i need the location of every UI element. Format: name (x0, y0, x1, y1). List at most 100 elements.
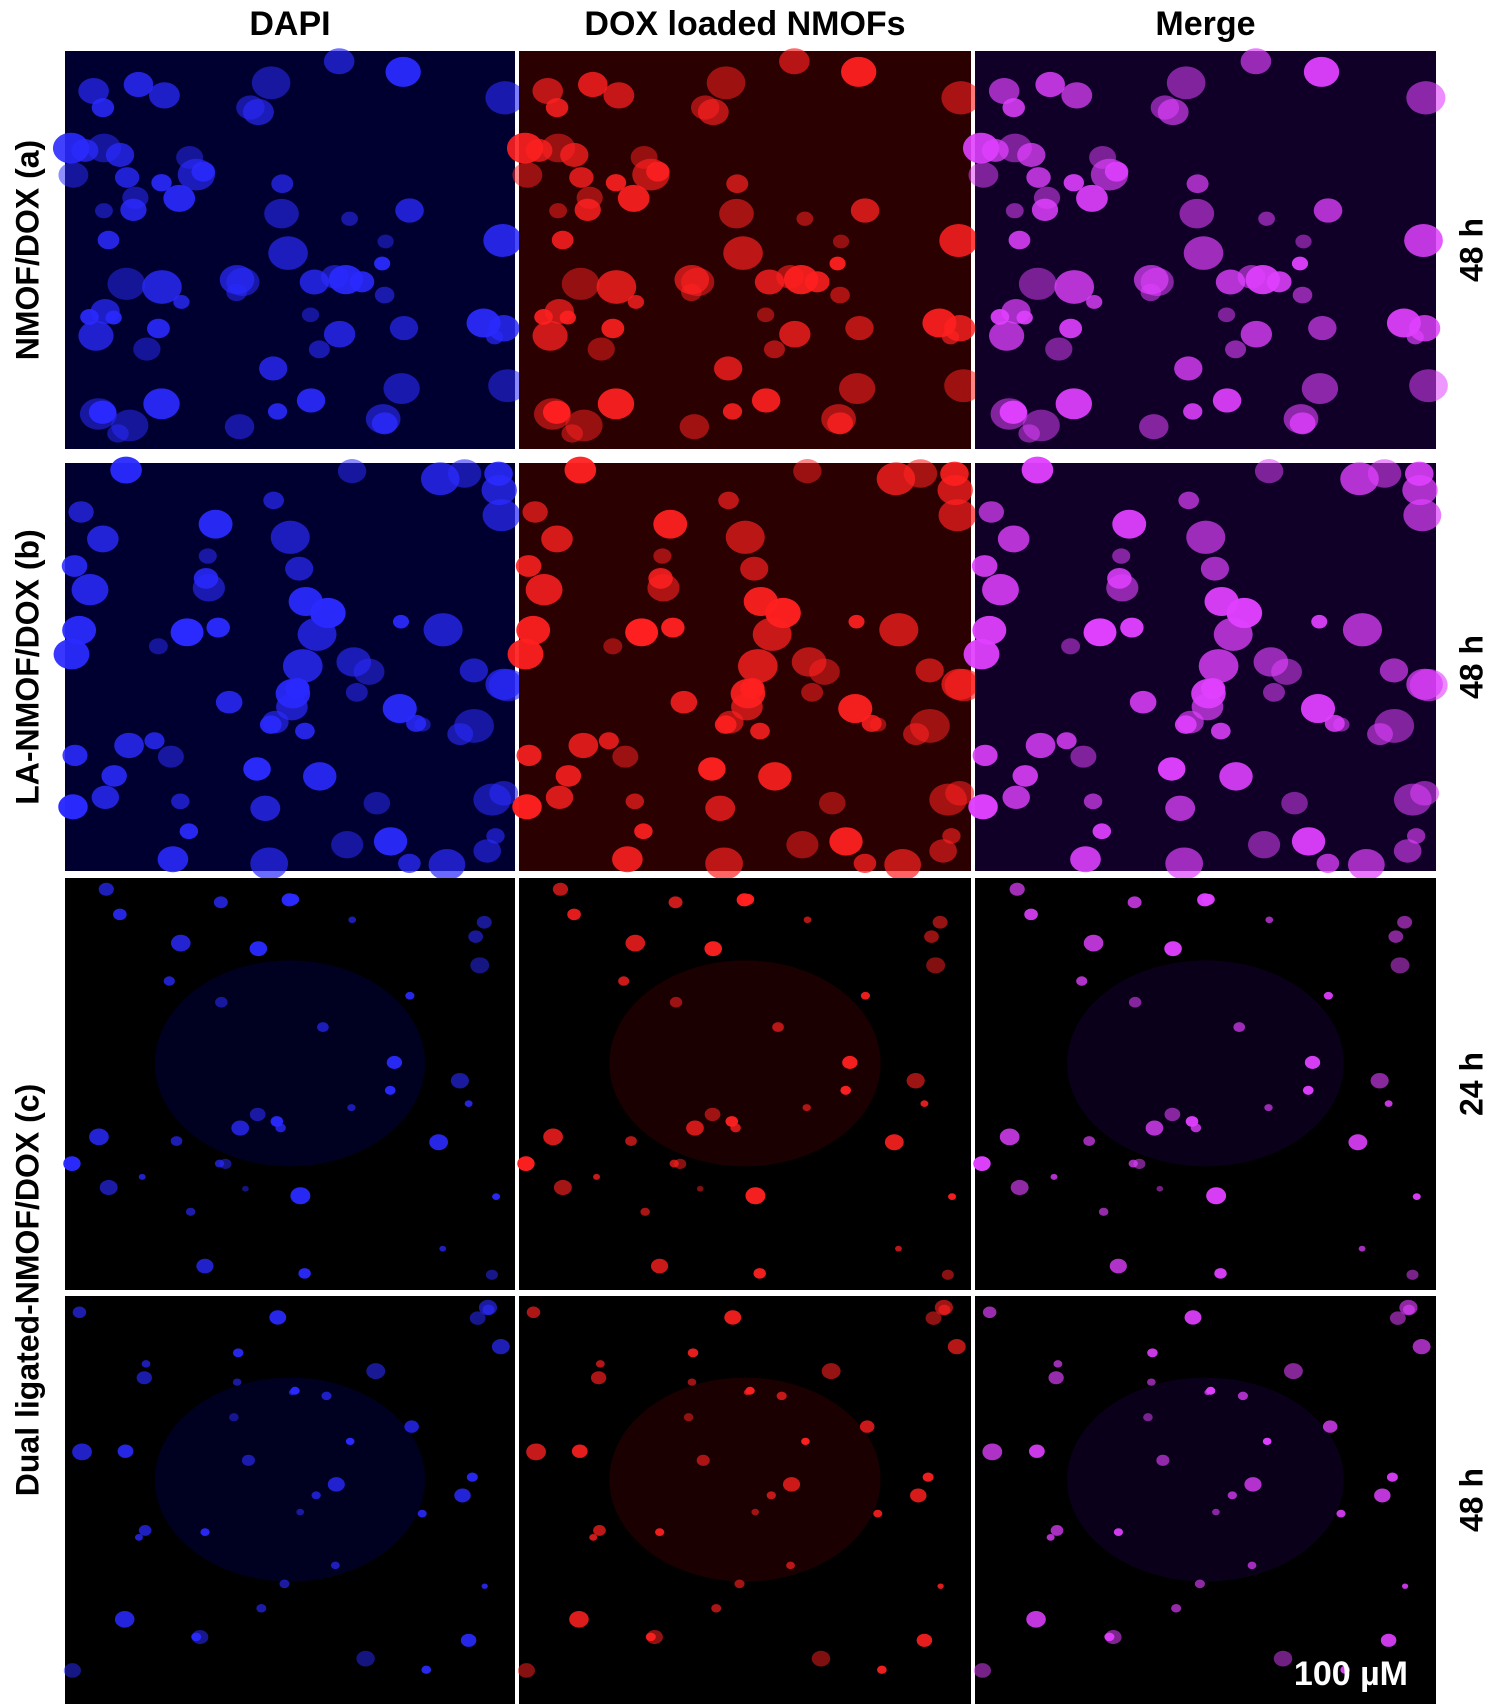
nucleus (525, 574, 563, 606)
nucleus (385, 56, 421, 87)
nucleus (215, 690, 243, 714)
nucleus (830, 286, 850, 304)
nucleus (1055, 388, 1092, 420)
nucleus (1292, 286, 1313, 304)
nucleus (1409, 314, 1441, 342)
nucleus (669, 996, 683, 1008)
nucleus (713, 356, 743, 381)
nucleus (1083, 618, 1117, 647)
nucleus (79, 398, 117, 430)
nucleus (734, 1579, 745, 1589)
nucleus (285, 556, 314, 581)
nucleus (590, 1371, 607, 1385)
nucleus (982, 574, 1019, 606)
nucleus (737, 649, 778, 683)
nucleus (655, 1528, 665, 1537)
nucleus (1245, 264, 1280, 295)
nucleus (428, 849, 466, 881)
nucleus (1139, 414, 1169, 440)
nucleus (1406, 1269, 1419, 1280)
nucleus (1046, 1533, 1055, 1541)
nucleus (1219, 762, 1253, 791)
nucleus (1248, 831, 1281, 859)
nucleus (89, 1128, 109, 1146)
nucleus (97, 230, 120, 250)
nucleus (171, 793, 190, 810)
nucleus (895, 1245, 902, 1252)
nucleus (1140, 283, 1161, 302)
nucleus (488, 314, 520, 342)
nucleus (963, 638, 1000, 670)
nucleus (78, 77, 109, 104)
nucleus (71, 574, 109, 606)
nucleus (1301, 373, 1339, 405)
nucleus (696, 1185, 704, 1192)
nucleus (392, 614, 410, 629)
nucleus (577, 71, 608, 98)
column-header: DOX loaded NMOFs (584, 5, 905, 43)
nucleus (751, 388, 781, 413)
nucleus (1401, 1583, 1409, 1589)
nucleus (63, 1156, 81, 1172)
nucleus (756, 307, 775, 323)
nucleus (1001, 299, 1031, 324)
nucleus (110, 456, 142, 484)
nucleus (725, 1116, 739, 1127)
nucleus (909, 708, 950, 743)
nucleus (1204, 1389, 1211, 1396)
nucleus (365, 404, 401, 434)
nucleus (327, 1477, 345, 1492)
nucleus (722, 403, 743, 420)
panel-glow (155, 1377, 425, 1582)
nucleus (595, 1360, 605, 1368)
nucleus (982, 1443, 1003, 1461)
nucleus (934, 1299, 953, 1316)
nucleus (576, 186, 603, 209)
nucleus (250, 795, 281, 821)
nucleus (617, 184, 650, 212)
nucleus (782, 1477, 801, 1492)
nucleus (491, 1339, 510, 1355)
nucleus (330, 1561, 340, 1570)
nucleus (1313, 198, 1343, 223)
nucleus (481, 1583, 488, 1589)
nucleus (978, 501, 1005, 523)
nucleus (321, 1391, 332, 1401)
nucleus (653, 509, 688, 539)
nucleus (1194, 1579, 1205, 1589)
nucleus (1061, 638, 1081, 655)
nucleus (1009, 882, 1025, 896)
nucleus (429, 1134, 449, 1151)
nucleus (68, 501, 94, 523)
nucleus (929, 839, 957, 863)
nucleus (303, 762, 337, 791)
nucleus (191, 1630, 209, 1645)
nucleus (922, 1472, 934, 1482)
nucleus (117, 1444, 134, 1458)
nucleus (832, 234, 850, 249)
nucleus (488, 369, 527, 403)
nucleus (925, 1311, 942, 1325)
nucleus (1045, 337, 1073, 361)
nucleus (1240, 320, 1273, 348)
nucleus (219, 1158, 232, 1170)
nucleus (999, 1128, 1020, 1146)
nucleus (1026, 167, 1051, 188)
nucleus (384, 1085, 396, 1095)
nucleus (1070, 846, 1101, 873)
nucleus (990, 398, 1028, 430)
nucleus (939, 224, 979, 257)
nucleus (802, 1104, 811, 1112)
nucleus (1018, 424, 1040, 443)
nucleus (482, 499, 521, 532)
nucleus (627, 295, 645, 309)
nucleus (625, 618, 659, 647)
nucleus (549, 203, 568, 219)
time-label: 24 h (1453, 1052, 1489, 1116)
nucleus (525, 138, 553, 162)
nucleus (331, 831, 364, 859)
nucleus (99, 1179, 118, 1196)
nucleus (634, 823, 653, 840)
nucleus (848, 614, 865, 629)
nucleus (598, 732, 619, 750)
